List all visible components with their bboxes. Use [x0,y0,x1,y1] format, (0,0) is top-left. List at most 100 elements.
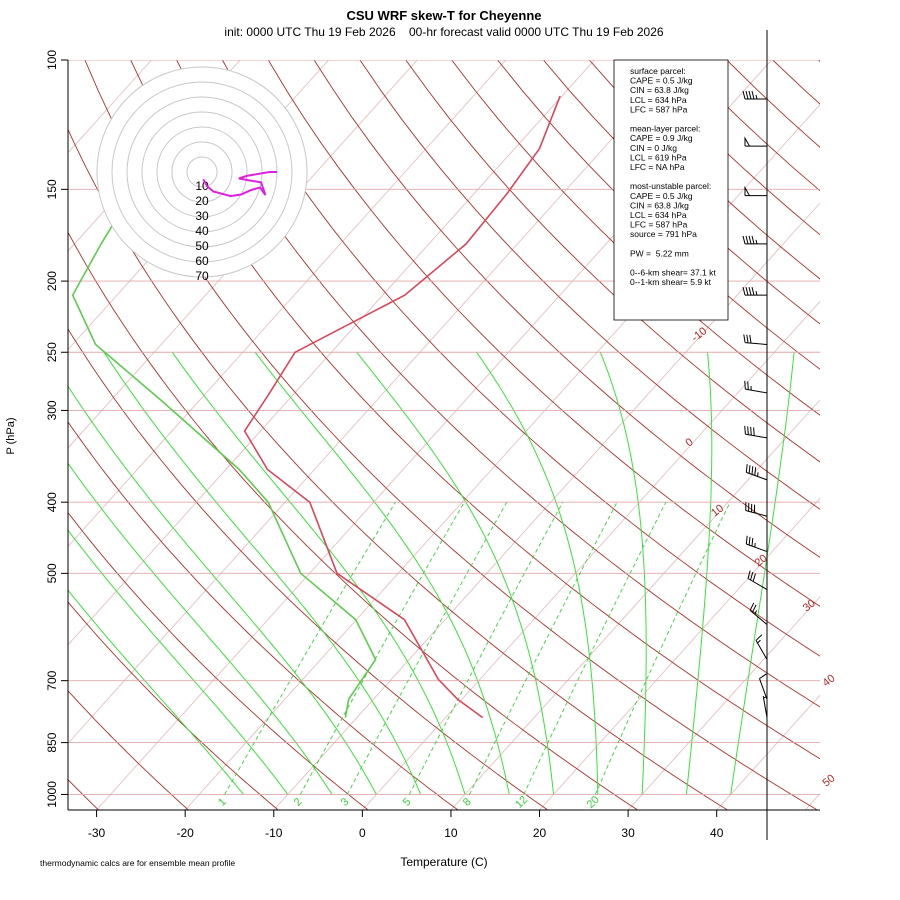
x-tick-label: 30 [621,826,635,840]
y-tick-label: 200 [45,271,59,291]
x-tick-label: -10 [265,826,283,840]
isotherm [894,60,900,810]
moist-adiabat [599,352,647,795]
dry-adiabat [68,128,728,810]
footnote: thermodynamic calcs are for ensemble mea… [40,858,235,868]
info-line: CAPE = 0.9 J/kg [630,133,693,143]
wind-barb [749,602,768,625]
moist-adiabat [476,352,599,795]
y-axis-label: P (hPa) [5,417,17,454]
mixing-ratio-line [469,501,618,795]
wind-barb [755,634,768,660]
dry-adiabat [68,601,279,810]
info-line: CIN = 0 J/kg [630,143,677,153]
mixing-ratio-line [523,501,667,795]
isotherm [184,104,820,810]
wind-barb [745,535,768,553]
isotherm-label: 50 [820,772,837,789]
info-line: CIN = 63.8 J/kg [630,85,689,95]
info-line: PW = 5.22 mm [630,248,689,258]
moist-adiabat [356,351,554,795]
x-tick-label: -20 [176,826,194,840]
x-tick-label: -30 [88,826,106,840]
info-line: CAPE = 0.5 J/kg [630,191,693,201]
dry-adiabat [176,60,820,708]
moist-adiabat [685,352,713,795]
isotherm [716,694,820,810]
moist-adiabat [68,462,333,795]
moist-adiabat [68,529,289,795]
hodograph-ring [141,111,263,233]
isotherm-label: -10 [689,325,709,344]
hodograph-background [97,67,307,277]
mixing-ratio-label: 2 [292,796,305,809]
chart-title: CSU WRF skew-T for Cheyenne [346,8,541,23]
chart-subtitle: init: 0000 UTC Thu 19 Feb 2026 00-hr for… [224,25,663,39]
isotherm [273,202,820,810]
wind-barb [744,380,768,394]
dry-adiabat [313,60,820,558]
isotherm-label: 40 [820,672,837,689]
wind-barb [743,334,768,346]
y-tick-label: 250 [45,342,59,362]
y-tick-label: 850 [45,732,59,752]
isotherm [450,399,820,810]
wind-barb [747,570,768,590]
info-line: mean-layer parcel: [630,124,700,134]
wind-barb [744,425,768,439]
moist-adiabat [730,352,795,795]
dry-adiabat [130,60,820,760]
mixing-ratio-line [224,501,396,795]
info-line: LCL = 634 hPa [630,210,687,220]
info-line: 0--1-km shear= 5.9 kt [630,277,712,287]
mixing-ratio-line [299,501,465,795]
y-tick-label: 1000 [45,781,59,808]
info-line: surface parcel: [630,66,686,76]
dry-adiabat [68,231,638,810]
mixing-ratio-line [408,501,564,795]
hodograph-ring-label: 70 [195,269,209,283]
info-line: LCL = 634 hPa [630,95,687,105]
temperature-line [243,95,561,719]
hodograph-ring [186,156,218,188]
dry-adiabat [68,328,548,810]
info-line: CIN = 63.8 J/kg [630,200,689,210]
x-axis-label: Temperature (C) [400,855,487,869]
x-tick-label: 40 [710,826,724,840]
dry-adiabat [84,60,818,810]
wind-barb [745,464,768,481]
isotherm-label: 20 [753,552,770,569]
hodograph-ring-label: 50 [195,239,209,253]
isotherm [68,60,684,744]
x-tick-label: 20 [533,826,547,840]
info-line: LFC = 587 hPa [630,220,688,230]
info-line: LFC = NA hPa [630,162,685,172]
info-line: LCL = 619 hPa [630,152,687,162]
dry-adiabat [68,421,459,810]
moist-adiabat [171,352,466,795]
info-line: CAPE = 0.5 J/kg [630,76,693,86]
dry-adiabat [818,60,820,62]
y-tick-label: 300 [45,400,59,420]
info-box [613,59,729,321]
mixing-ratio-line [594,502,731,795]
dry-adiabat [497,60,820,370]
y-tick-label: 400 [45,492,59,512]
y-tick-label: 100 [45,50,59,70]
isotherm [362,300,820,810]
isotherm-label: 10 [709,502,726,519]
hodograph-ring-label: 30 [195,209,209,223]
dewpoint-line [71,219,377,718]
y-tick-label: 150 [45,179,59,199]
moist-adiabat [68,385,377,795]
dry-adiabat [864,60,900,810]
x-tick-label: 0 [359,826,366,840]
dry-adiabat [405,60,820,463]
wind-barb [759,673,768,700]
wind-barb [742,287,768,296]
isotherm-label: 0 [684,436,696,449]
plot-area [68,60,900,810]
moist-adiabat [254,351,510,795]
